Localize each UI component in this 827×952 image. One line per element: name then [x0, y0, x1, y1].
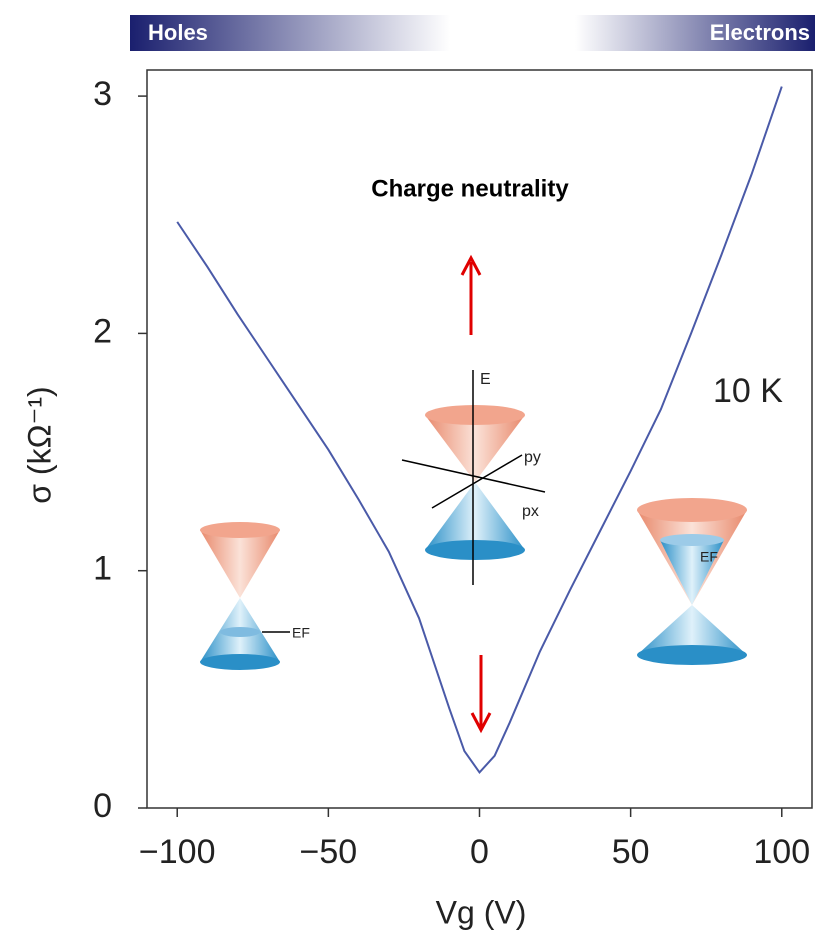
x-tick-label: 50 [612, 833, 650, 871]
annotation: py [524, 449, 541, 466]
x-tick-label: 0 [470, 833, 489, 871]
y-tick-label: 0 [93, 787, 112, 825]
x-tick-label: −100 [139, 833, 216, 871]
holes-banner [130, 15, 450, 51]
electrons-banner [575, 15, 815, 51]
arrows [460, 254, 492, 734]
x-tick-label: 100 [753, 833, 810, 871]
y-tick-label: 2 [93, 312, 112, 350]
annotation: EF [700, 549, 718, 565]
annotation: px [522, 503, 539, 520]
annotation: Holes [148, 20, 208, 45]
data-line [176, 86, 783, 774]
y-tick-label: 1 [93, 550, 112, 588]
cone-neutral [401, 370, 546, 585]
y-axis-title: σ (kΩ⁻¹) [21, 386, 57, 503]
annotation: E [480, 371, 491, 388]
cone-electrons [637, 498, 747, 665]
y-tick-label: 3 [93, 75, 112, 113]
annotation: Electrons [710, 20, 810, 45]
annotation: Charge neutrality [371, 175, 569, 202]
x-tick-label: −50 [300, 833, 358, 871]
x-axis-title: Vg (V) [436, 894, 527, 930]
annotation: EF [292, 625, 310, 641]
annotation: 10 K [713, 372, 783, 410]
cone-holes [200, 522, 290, 670]
